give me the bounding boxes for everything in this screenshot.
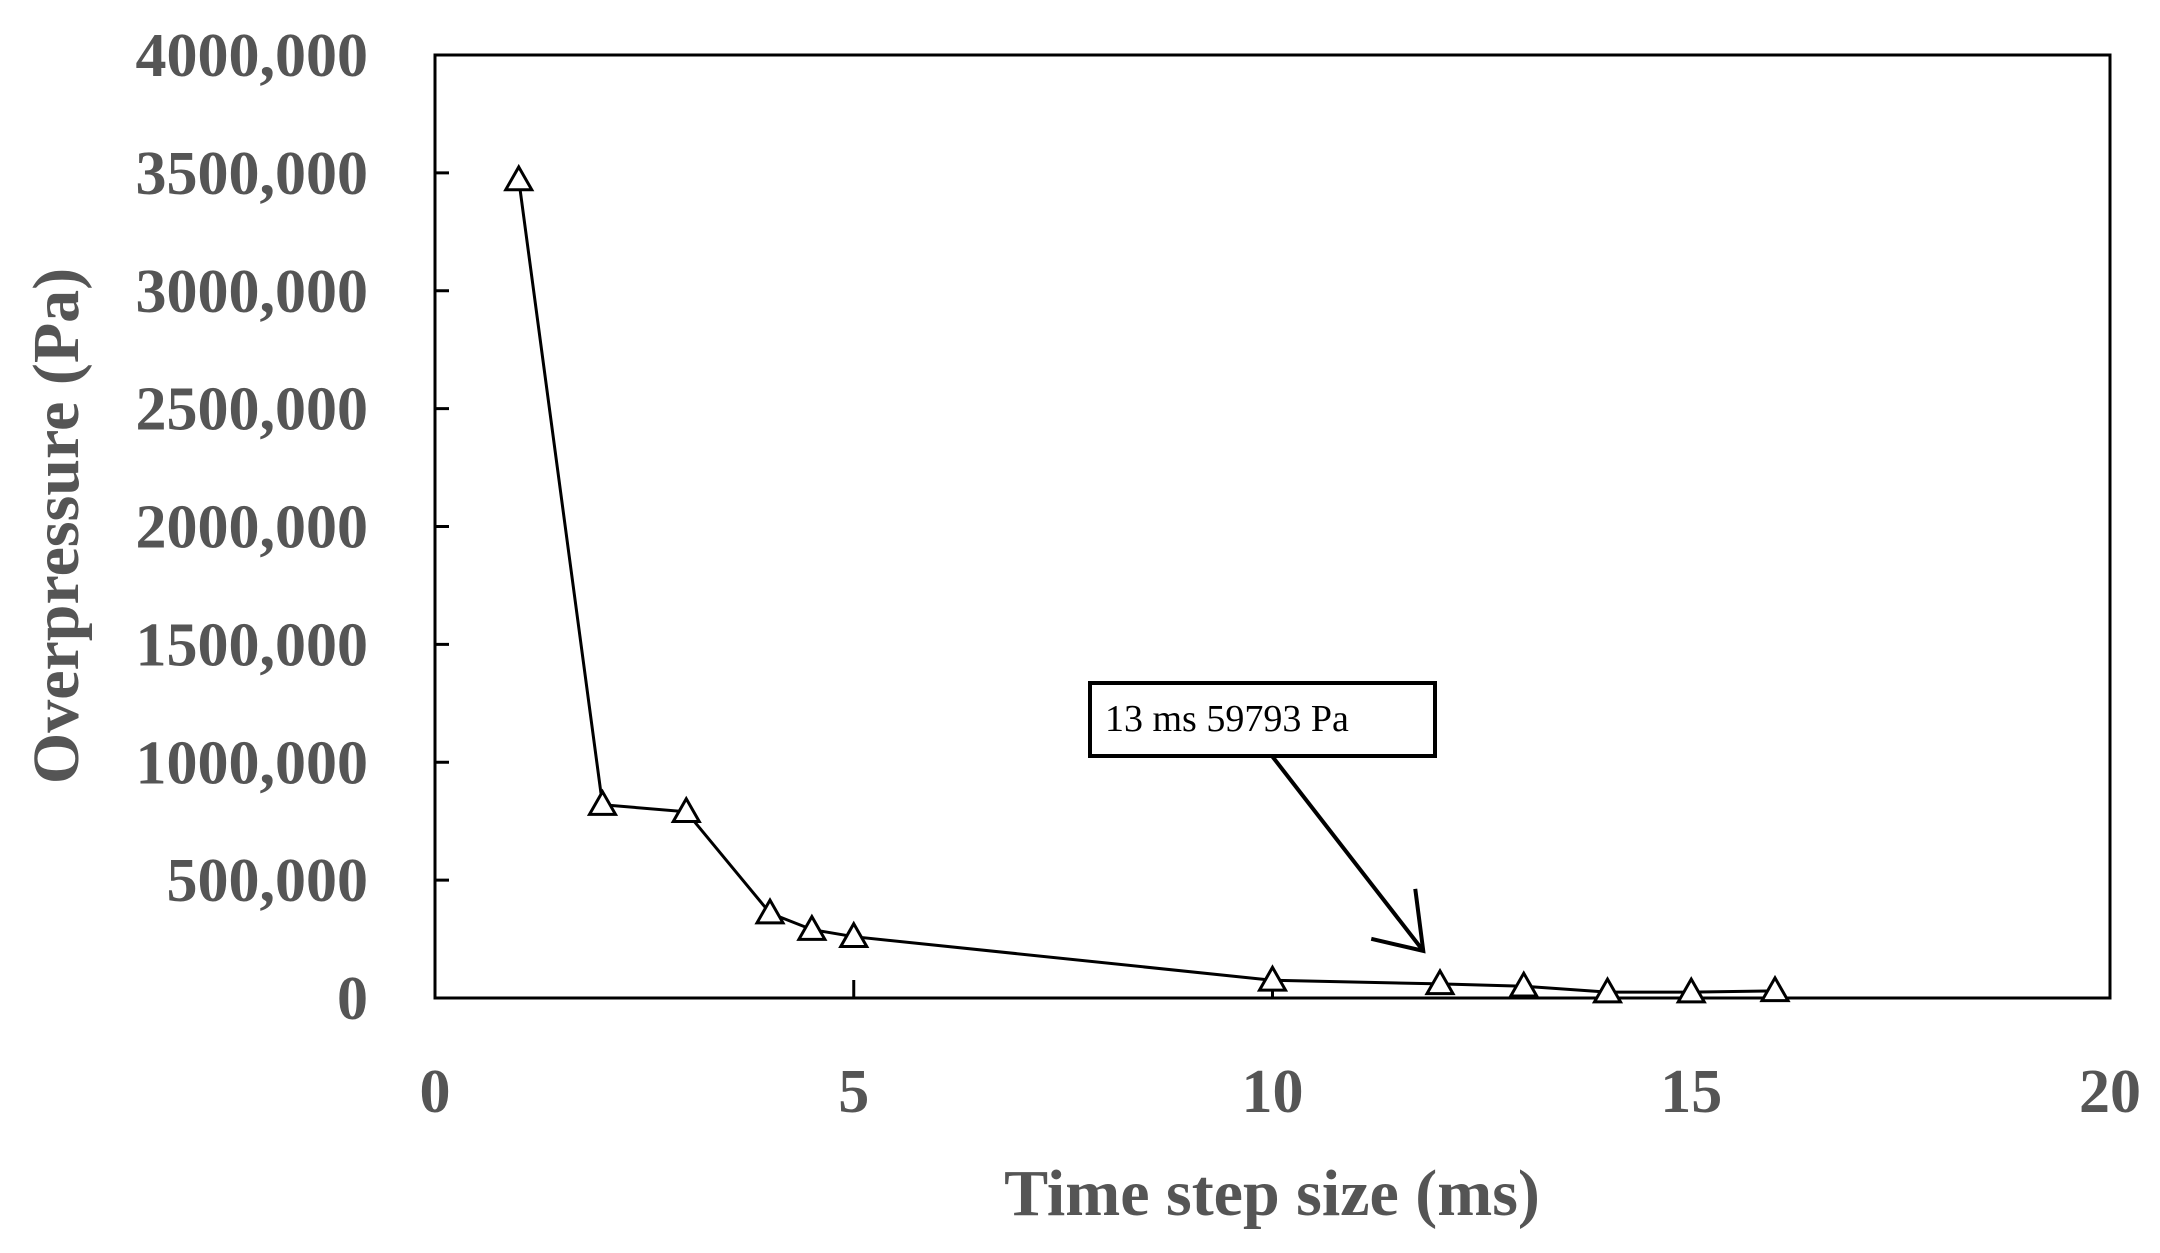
annotation-arrowhead: [1370, 888, 1426, 954]
series-line: [517, 179, 1776, 994]
data-point-marker: [1591, 976, 1624, 1004]
y-tick-label: 4000,000: [136, 22, 369, 90]
data-point-marker: [1675, 976, 1707, 1004]
annotation-arrow: [1270, 754, 1425, 953]
y-tick-label: 3000,000: [136, 258, 369, 326]
annotation-label: 13 ms 59793 Pa: [1105, 698, 1349, 740]
data-point-marker: [586, 788, 619, 816]
x-tick-label: 10: [1242, 1058, 1304, 1126]
y-tick-label: 1000,000: [136, 729, 369, 797]
x-axis-ticks: 0 5 10 15 20: [420, 980, 2141, 1126]
y-tick-label: 3500,000: [136, 140, 369, 208]
data-series: [503, 163, 1791, 1004]
data-point-marker: [1508, 970, 1540, 998]
annotation: 13 ms 59793 Pa: [1088, 681, 1437, 954]
y-axis-ticks: 0 500,000 1000,000 1500,000 2000,000 2500,000…: [136, 22, 449, 1033]
annotation-box: [1088, 681, 1437, 758]
y-tick-label: 0: [337, 965, 368, 1033]
data-point-marker: [1759, 974, 1791, 1003]
data-point-marker: [670, 795, 702, 824]
data-point-marker: [838, 920, 870, 948]
data-point-marker: [796, 913, 828, 941]
data-point-marker: [754, 897, 786, 925]
x-tick-label: 15: [1660, 1058, 1722, 1126]
y-axis-title: Overpressure (Pa): [20, 268, 93, 784]
x-tick-label: 5: [838, 1058, 869, 1126]
x-tick-label: 20: [2079, 1058, 2141, 1126]
y-tick-label: 1500,000: [136, 611, 369, 679]
data-point-marker: [503, 163, 535, 192]
data-point-marker: [1256, 964, 1289, 992]
y-tick-label: 2500,000: [136, 376, 369, 444]
data-point-marker: [1424, 967, 1456, 996]
plot-area-frame: [433, 53, 2112, 1000]
x-axis-title: Time step size (ms): [1004, 1157, 1540, 1230]
y-tick-label: 2000,000: [136, 494, 369, 562]
y-tick-label: 500,000: [167, 847, 369, 915]
x-tick-label: 0: [420, 1058, 451, 1126]
